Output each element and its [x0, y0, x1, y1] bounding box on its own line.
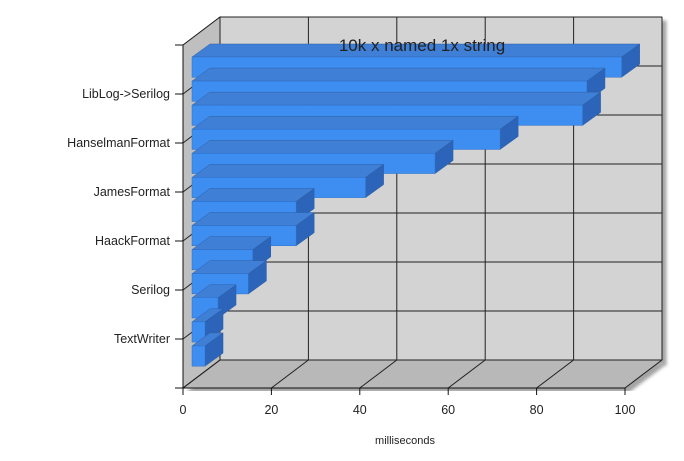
- bar-top-face: [191, 115, 519, 130]
- x-axis-label: milliseconds: [375, 435, 435, 447]
- bar-top-face: [191, 67, 606, 82]
- bar-top-face: [191, 188, 315, 202]
- bar-front-face: [191, 345, 206, 367]
- floor: [181, 359, 664, 389]
- x-tick-label: 100: [615, 403, 636, 417]
- gridline-floor: [359, 359, 398, 389]
- x-tick-label: 60: [441, 403, 455, 417]
- bar: [191, 332, 224, 367]
- bar-top-face: [191, 91, 602, 106]
- gridline-floor: [536, 359, 574, 389]
- y-tick-label: LibLog->Serilog: [82, 87, 170, 101]
- gridline-floor: [624, 359, 663, 389]
- gridline-floor: [447, 359, 486, 389]
- gridline-side: [182, 16, 221, 46]
- x-tick-label: 80: [530, 403, 544, 417]
- x-tick-label: 0: [180, 403, 187, 417]
- gridline-side: [182, 359, 221, 389]
- y-tick-label: JamesFormat: [94, 185, 171, 199]
- x-tick-label: 40: [353, 403, 367, 417]
- bar-top-face: [191, 140, 454, 154]
- bar-top-face: [191, 212, 315, 226]
- y-tick-label: TextWriter: [114, 332, 170, 346]
- y-tick-label: Serilog: [131, 283, 170, 297]
- bar-top-face: [191, 164, 385, 178]
- y-tick-label: HanselmanFormat: [67, 136, 170, 150]
- y-tick-label: HaackFormat: [95, 234, 171, 248]
- bars: [191, 43, 641, 367]
- chart-title: 10k x named 1x string: [339, 36, 505, 55]
- axes: LibLog->Serilog HanselmanFormat JamesForma…: [67, 44, 636, 417]
- x-tick-label: 20: [264, 403, 278, 417]
- gridline-floor: [271, 359, 309, 389]
